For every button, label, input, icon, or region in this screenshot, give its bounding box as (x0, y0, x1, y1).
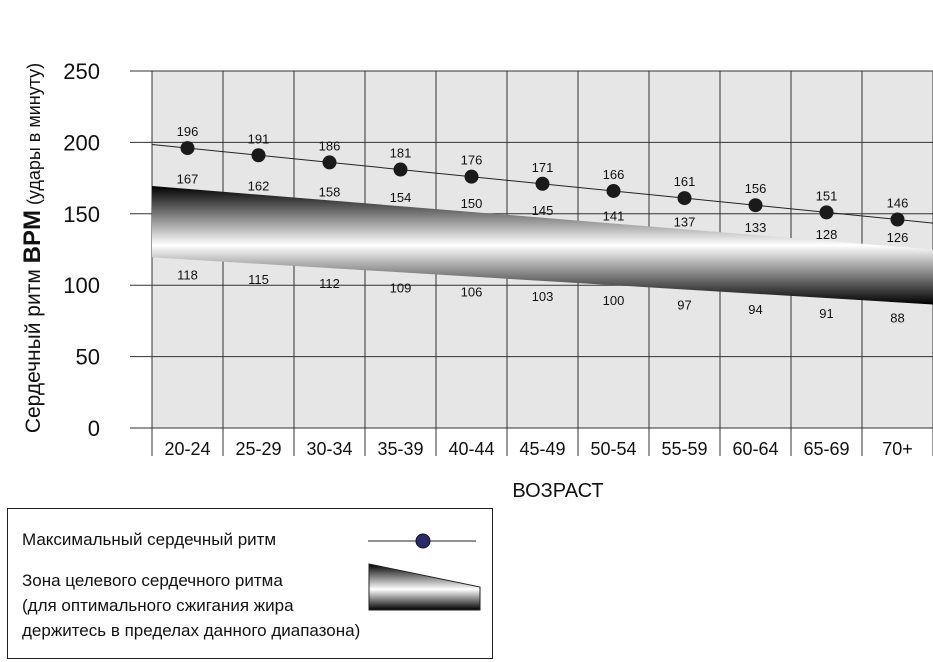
max-heart-rate-markers: 196 191 186 181 176 171 166 161 156 151 146 (177, 124, 909, 227)
target-zone-labels: 167 162 158 154 150 145 141 137 133 128 126 118 115 1… (177, 172, 909, 326)
zone-lower-label: 103 (532, 289, 554, 304)
y-axis-ticks: 0 50 100 150 200 250 (63, 59, 100, 441)
y-tick-label: 200 (63, 130, 100, 155)
max-hr-label: 156 (745, 181, 767, 196)
y-tick-label: 150 (63, 202, 100, 227)
x-tick-label: 20-24 (164, 439, 210, 459)
y-tick-label: 100 (63, 273, 100, 298)
zone-upper-label: 145 (532, 203, 554, 218)
zone-lower-label: 94 (748, 302, 762, 317)
zone-lower-label: 112 (319, 276, 340, 291)
zone-upper-label: 133 (745, 220, 767, 235)
zone-lower-label: 106 (461, 285, 483, 300)
max-hr-point (180, 141, 195, 156)
heart-rate-chart: 167 162 158 154 150 145 141 137 133 128 126 118 115 1… (19, 59, 933, 500)
legend-zone-label: Зона целевого сердечного ритма (для опти… (22, 568, 372, 643)
max-hr-label: 176 (461, 153, 483, 168)
zone-upper-label: 141 (603, 209, 625, 224)
max-hr-label: 196 (177, 124, 199, 139)
legend-zone-line2: (для оптимального сжигания жира (22, 596, 294, 615)
max-hr-label: 186 (319, 138, 341, 153)
zone-upper-label: 126 (887, 230, 909, 245)
zone-upper-label: 162 (248, 179, 270, 194)
zone-lower-label: 88 (890, 310, 904, 325)
zone-lower-label: 118 (177, 267, 198, 282)
max-hr-point (393, 162, 408, 177)
max-hr-label: 191 (248, 131, 270, 146)
y-axis-label: Сердечный ритм BPM (удары в минуту) (19, 63, 46, 433)
max-hr-label: 171 (532, 160, 554, 175)
zone-upper-label: 128 (816, 227, 838, 242)
legend-zone-line1: Зона целевого сердечного ритма (22, 571, 283, 590)
zone-upper-label: 158 (319, 184, 341, 199)
max-hr-point (748, 198, 763, 213)
y-tick-label: 250 (63, 59, 100, 84)
x-tick-label: 35-39 (377, 439, 423, 459)
zone-upper-label: 150 (461, 196, 483, 211)
y-axis-label-suffix: (удары в минуту) (24, 63, 44, 210)
max-hr-label: 166 (603, 167, 625, 182)
max-hr-label: 181 (390, 146, 412, 161)
x-axis-label: ВОЗРАСТ (512, 480, 603, 500)
legend-max-label: Максимальный сердечный ритм (22, 530, 277, 549)
zone-lower-label: 97 (677, 297, 691, 312)
zone-lower-label: 115 (248, 272, 269, 287)
legend-zone-symbol (368, 563, 481, 611)
y-axis-label-main: Сердечный ритм (22, 263, 45, 433)
max-hr-label: 151 (816, 188, 838, 203)
legend-marker-icon (415, 533, 431, 549)
y-tick-label: 0 (88, 416, 100, 441)
x-tick-label: 60-64 (732, 439, 778, 459)
max-hr-point (606, 183, 621, 198)
max-hr-label: 146 (887, 196, 909, 211)
x-tick-label: 25-29 (235, 439, 281, 459)
max-hr-point (322, 155, 337, 170)
x-tick-label: 65-69 (803, 439, 849, 459)
legend: Максимальный сердечный ритм Зона целевог… (7, 508, 493, 659)
zone-upper-label: 137 (674, 214, 696, 229)
max-hr-point (535, 176, 550, 191)
max-hr-point (251, 148, 266, 163)
max-hr-label: 161 (674, 174, 696, 189)
x-tick-label: 30-34 (306, 439, 352, 459)
zone-upper-label: 167 (177, 172, 199, 187)
max-hr-point (819, 205, 834, 220)
max-hr-point (464, 169, 479, 184)
max-hr-point (677, 191, 692, 206)
legend-max-symbol (368, 533, 476, 549)
zone-lower-label: 100 (603, 293, 625, 308)
zone-upper-label: 154 (390, 190, 412, 205)
max-hr-point (890, 212, 905, 227)
x-tick-label: 40-44 (448, 439, 494, 459)
y-axis-label-bold: BPM (19, 210, 46, 263)
legend-zone-line3: держитесь в пределах данного диапазона) (22, 621, 361, 640)
target-zone-band (152, 185, 933, 305)
x-tick-label: 50-54 (590, 439, 636, 459)
x-tick-label: 45-49 (519, 439, 565, 459)
zone-lower-label: 109 (390, 280, 412, 295)
zone-lower-label: 91 (819, 306, 833, 321)
x-axis-ticks: 20-24 25-29 30-34 35-39 40-44 45-49 50-54 55-59… (164, 439, 912, 459)
y-tick-label: 50 (76, 345, 100, 370)
x-tick-label: 55-59 (661, 439, 707, 459)
x-tick-label: 70+ (882, 439, 913, 459)
